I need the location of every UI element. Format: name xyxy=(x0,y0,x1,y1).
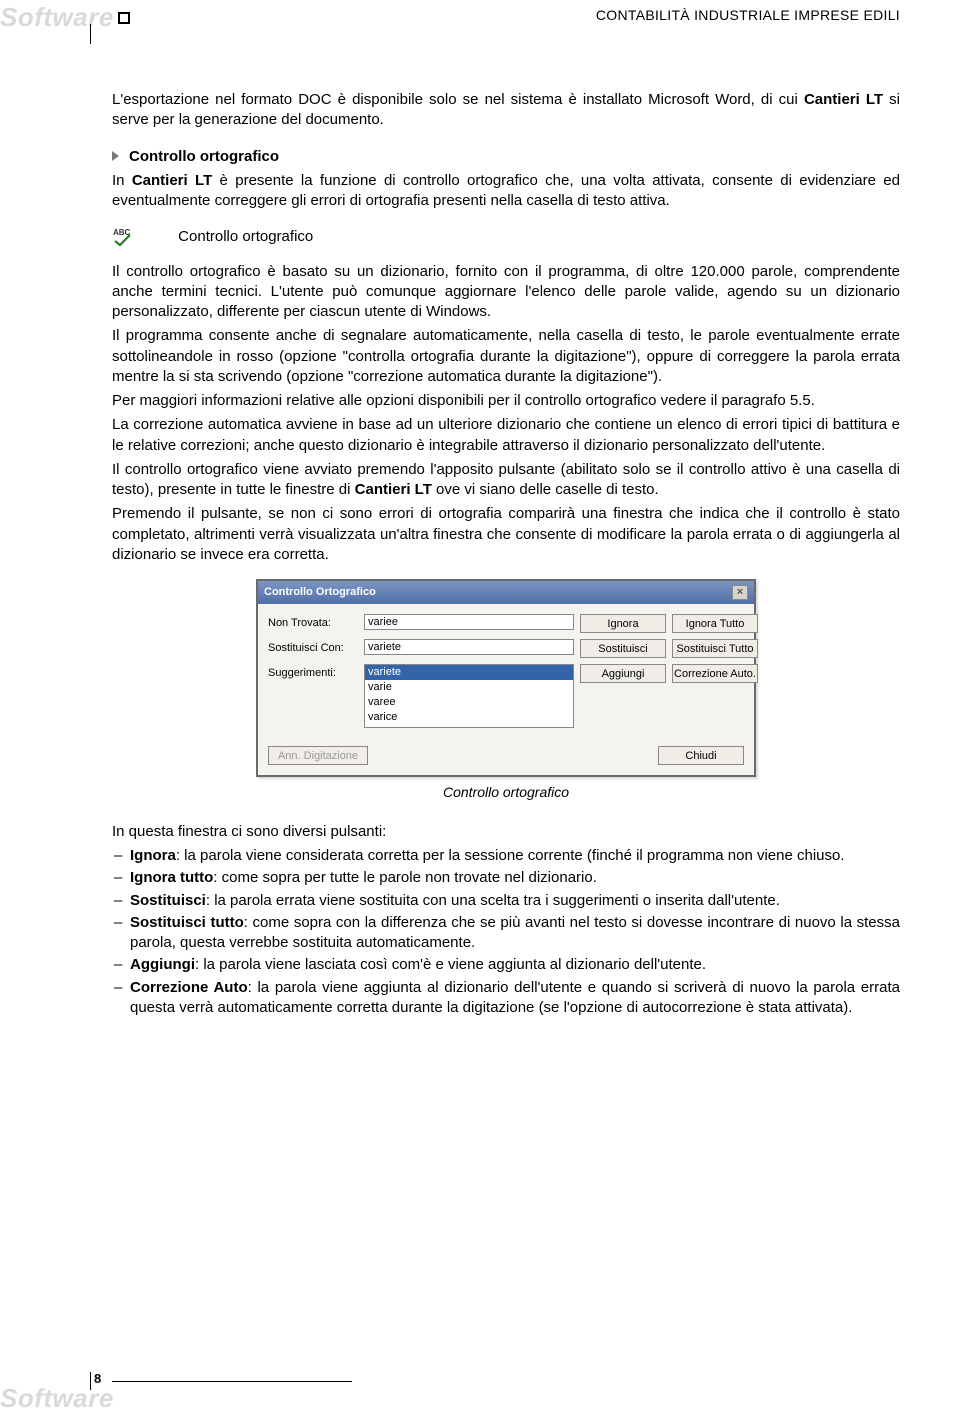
input-replace-with[interactable] xyxy=(364,639,574,655)
triangle-bullet-icon xyxy=(112,151,119,161)
spellcheck-dialog: Controllo Ortografico × Non Trovata: Ign… xyxy=(256,579,756,777)
abc-icon-label: Controllo ortografico xyxy=(178,227,313,247)
label-replace-with: Sostituisci Con: xyxy=(268,639,358,656)
section-title: Controllo ortografico xyxy=(129,147,279,167)
paragraph-6: Premendo il pulsante, se non ci sono err… xyxy=(112,504,900,565)
header-vline xyxy=(90,24,91,44)
replace-button[interactable]: Sostituisci xyxy=(580,639,666,658)
label-suggestions: Suggerimenti: xyxy=(268,664,358,681)
list-item[interactable]: varee xyxy=(365,695,573,710)
header-software-mark: Software xyxy=(0,0,130,35)
bullet-list-intro: In questa finestra ci sono diversi pulsa… xyxy=(112,822,900,842)
list-item: –Ignora: la parola viene considerata cor… xyxy=(112,846,900,866)
header-title: CONTABILITÀ INDUSTRIALE IMPRESE EDILI xyxy=(596,6,900,25)
intro-paragraph: L'esportazione nel formato DOC è disponi… xyxy=(112,90,900,131)
list-item[interactable]: varie xyxy=(365,680,573,695)
list-item: –Sostituisci: la parola errata viene sos… xyxy=(112,891,900,911)
paragraph-4: La correzione automatica avviene in base… xyxy=(112,415,900,456)
list-item: –Ignora tutto: come sopra per tutte le p… xyxy=(112,868,900,888)
dialog-caption: Controllo ortografico xyxy=(112,783,900,802)
bullet-list: –Ignora: la parola viene considerata cor… xyxy=(112,846,900,1018)
cancel-typing-button[interactable]: Ann. Digitazione xyxy=(268,746,368,765)
content-area: L'esportazione nel formato DOC è disponi… xyxy=(0,50,960,1018)
ignore-all-button[interactable]: Ignora Tutto xyxy=(672,614,758,633)
paragraph-2: Il programma consente anche di segnalare… xyxy=(112,326,900,387)
close-button[interactable]: Chiudi xyxy=(658,746,744,765)
dialog-screenshot: Controllo Ortografico × Non Trovata: Ign… xyxy=(112,579,900,777)
paragraph-3: Per maggiori informazioni relative alle … xyxy=(112,391,900,411)
list-item: –Sostituisci tutto: come sopra con la di… xyxy=(112,913,900,954)
abc-icon-row: ABC Controllo ortografico xyxy=(112,227,900,247)
replace-all-button[interactable]: Sostituisci Tutto xyxy=(672,639,758,658)
page-header: Software CONTABILITÀ INDUSTRIALE IMPRESE… xyxy=(0,0,960,50)
autocorrect-button[interactable]: Correzione Auto. xyxy=(672,664,758,683)
suggestions-list[interactable]: variete varie varee varice xyxy=(364,664,574,728)
list-item: –Aggiungi: la parola viene lasciata così… xyxy=(112,955,900,975)
list-item: –Correzione Auto: la parola viene aggiun… xyxy=(112,978,900,1019)
paragraph-1: Il controllo ortografico è basato su un … xyxy=(112,262,900,323)
dialog-titlebar: Controllo Ortografico × xyxy=(258,581,754,604)
dialog-body: Non Trovata: Ignora Ignora Tutto Sostitu… xyxy=(258,604,754,775)
section-body: In Cantieri LT è presente la funzione di… xyxy=(112,171,900,212)
list-item[interactable]: variete xyxy=(365,665,573,680)
footer-vline xyxy=(90,1372,91,1390)
ignore-button[interactable]: Ignora xyxy=(580,614,666,633)
label-not-found: Non Trovata: xyxy=(268,614,358,631)
input-not-found[interactable] xyxy=(364,614,574,630)
page-footer: Software 8 xyxy=(0,1381,352,1388)
add-button[interactable]: Aggiungi xyxy=(580,664,666,683)
page-number: 8 xyxy=(94,1370,101,1388)
page: Software CONTABILITÀ INDUSTRIALE IMPRESE… xyxy=(0,0,960,1404)
spellcheck-icon: ABC xyxy=(112,227,136,247)
footer-rule xyxy=(112,1381,352,1382)
paragraph-5: Il controllo ortografico viene avviato p… xyxy=(112,460,900,501)
header-mark-text: Software xyxy=(0,2,114,32)
close-icon[interactable]: × xyxy=(732,585,748,600)
header-box-icon xyxy=(118,12,130,24)
list-item[interactable]: varice xyxy=(365,710,573,725)
dialog-title-text: Controllo Ortografico xyxy=(264,585,376,600)
section-heading-row: Controllo ortografico xyxy=(112,147,900,167)
